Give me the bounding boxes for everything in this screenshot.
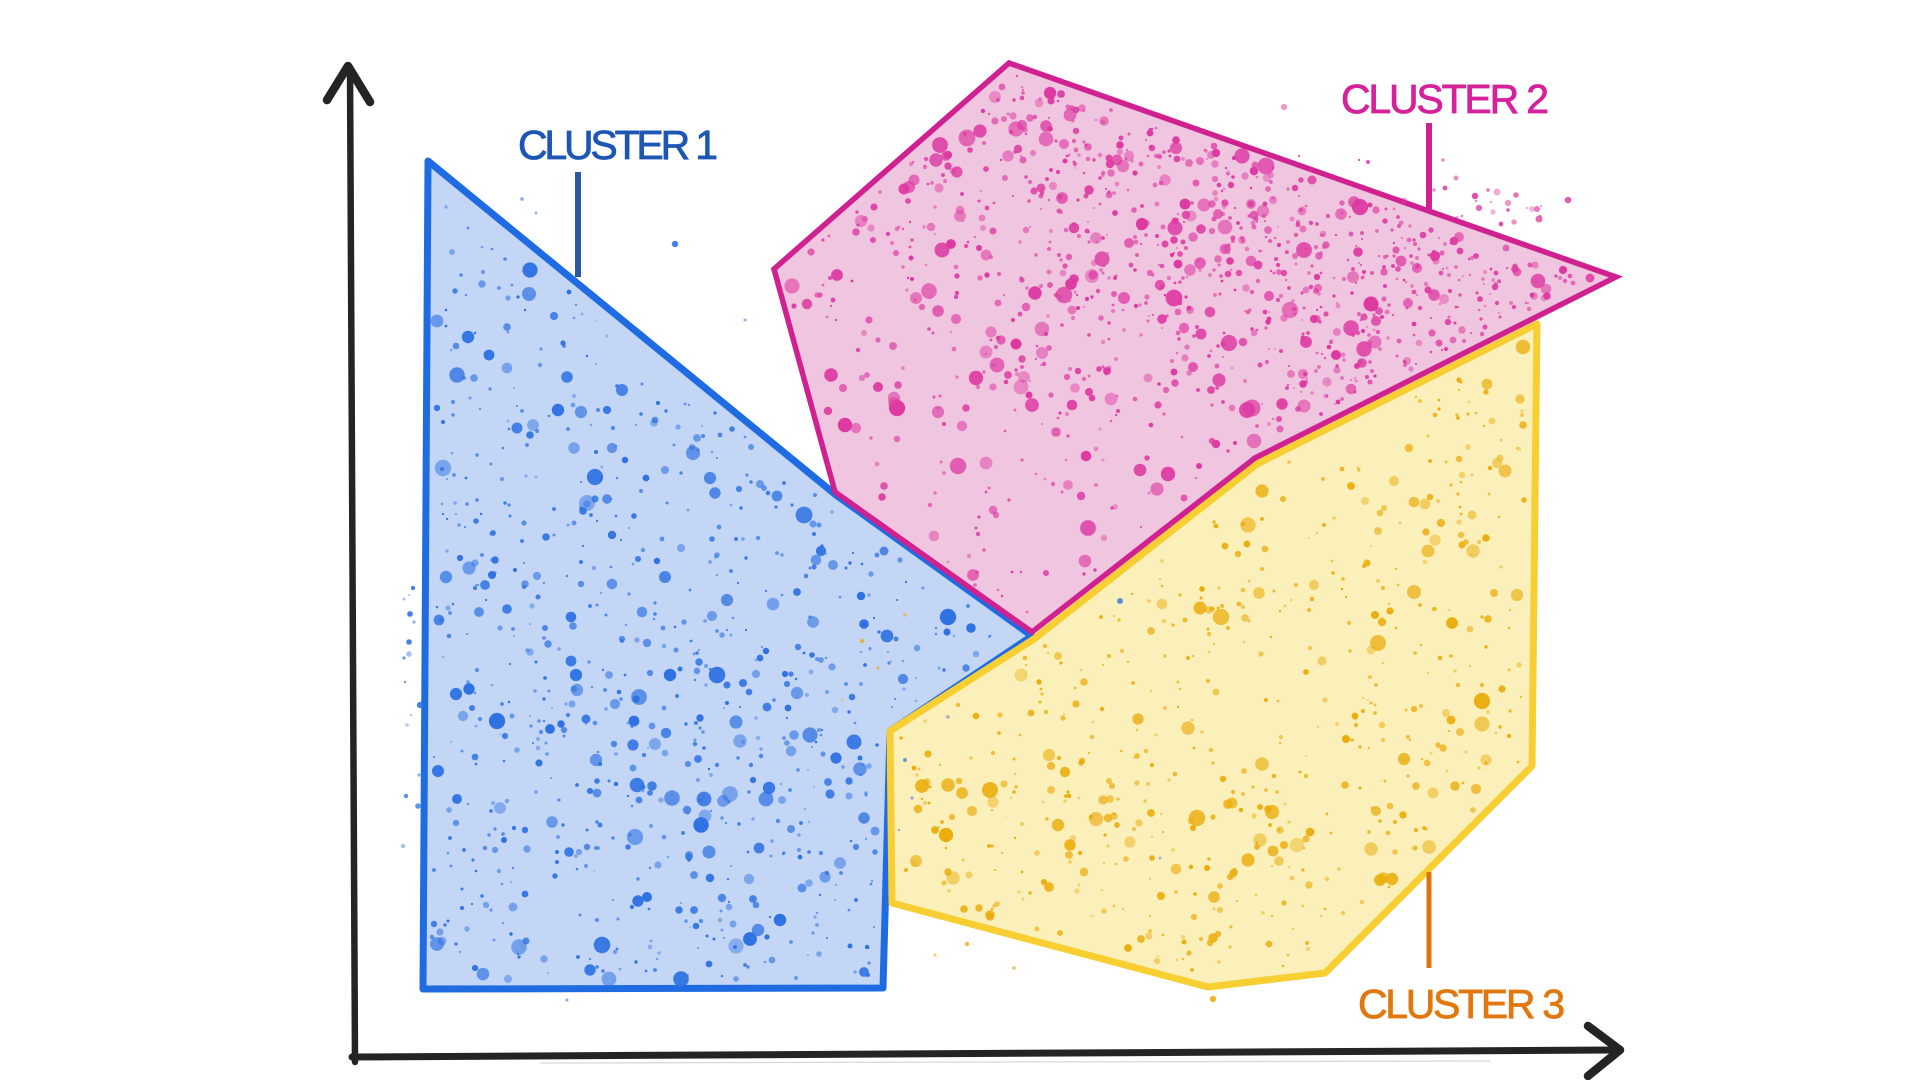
- svg-text:CLUSTER 2: CLUSTER 2: [1341, 76, 1549, 122]
- svg-text:CLUSTER 1: CLUSTER 1: [518, 122, 718, 168]
- svg-text:CLUSTER 3: CLUSTER 3: [1358, 981, 1565, 1027]
